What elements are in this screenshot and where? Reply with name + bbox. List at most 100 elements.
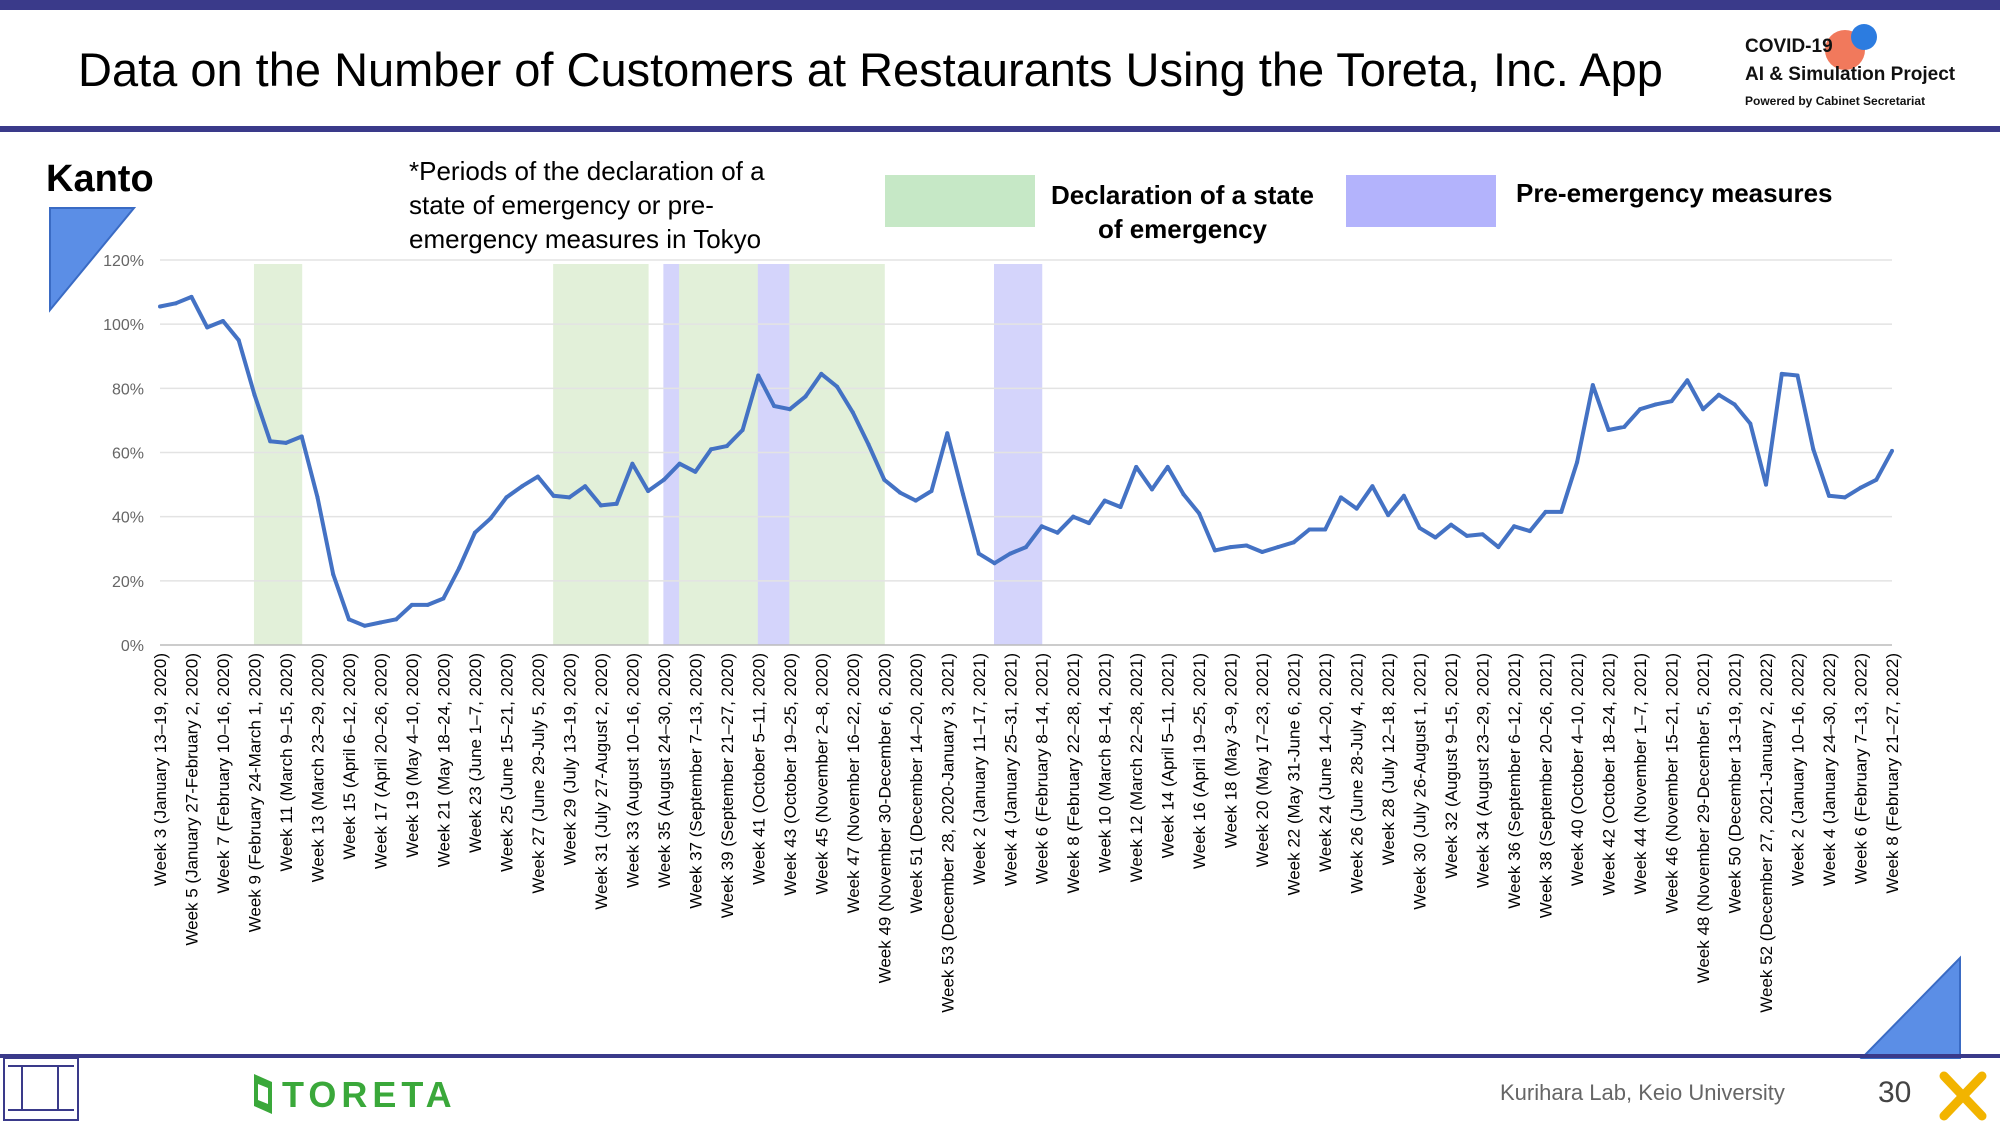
data-point — [1590, 383, 1595, 388]
data-point — [787, 407, 792, 412]
data-point — [1464, 533, 1469, 538]
x-tick-label: Week 42 (October 18–24, 2021) — [1600, 653, 1619, 896]
x-tick-label: Week 46 (November 15–21, 2021) — [1663, 653, 1682, 914]
data-point — [1370, 484, 1375, 489]
data-point — [1449, 522, 1454, 527]
x-tick-label: Week 23 (June 1–7, 2020) — [466, 653, 485, 853]
lab-credit: Kurihara Lab, Keio University — [1500, 1080, 1785, 1105]
data-point — [1118, 505, 1123, 510]
data-point — [677, 461, 682, 466]
data-point — [1496, 545, 1501, 550]
x-tick-label: Week 2 (January 10–16, 2022) — [1789, 653, 1808, 886]
data-point — [1795, 373, 1800, 378]
data-point — [1401, 493, 1406, 498]
y-tick-label: 100% — [103, 317, 144, 334]
x-tick-label: Week 6 (February 7–13, 2022) — [1852, 653, 1871, 884]
data-point — [1685, 378, 1690, 383]
y-tick-label: 40% — [112, 510, 144, 527]
x-tick-label: Week 52 (December 27, 2021-January 2, 20… — [1757, 653, 1776, 1013]
x-tick-label: Week 11 (March 9–15, 2020) — [277, 653, 296, 872]
x-tick-label: Week 49 (November 30-December 6, 2020) — [875, 653, 894, 983]
data-point — [1543, 509, 1548, 514]
x-tick-label: Week 14 (April 5–11, 2021) — [1159, 653, 1178, 858]
data-point — [1480, 532, 1485, 537]
data-point — [929, 489, 934, 493]
region-label: Kanto — [46, 158, 154, 200]
data-point — [1433, 535, 1438, 540]
data-point — [236, 338, 241, 343]
data-point — [220, 318, 225, 323]
data-point — [1701, 407, 1706, 412]
x-tick-label: Week 39 (September 21–27, 2020) — [718, 653, 737, 918]
data-point — [614, 501, 619, 506]
x-tick-label: Week 21 (May 18–24, 2020) — [434, 653, 453, 867]
x-tick-label: Week 29 (July 13–19, 2020) — [560, 653, 579, 865]
x-tick-label: Week 28 (July 12–18, 2021) — [1379, 653, 1398, 865]
data-point — [394, 617, 399, 622]
data-point — [1275, 545, 1280, 550]
data-point — [268, 439, 273, 444]
footer-divider — [0, 1054, 2000, 1058]
x-tick-label: Week 33 (August 10–16, 2020) — [623, 653, 642, 888]
data-point — [961, 492, 966, 497]
x-tick-label: Week 13 (March 23–29, 2020) — [308, 653, 327, 882]
data-point — [205, 325, 210, 330]
data-point — [803, 394, 808, 399]
x-tick-label: Week 8 (February 21–27, 2022) — [1883, 653, 1902, 894]
x-tick-label: Week 2 (January 11–17, 2021) — [970, 653, 989, 885]
data-point — [535, 474, 540, 479]
data-point — [598, 503, 603, 508]
data-point — [1354, 506, 1359, 511]
band-emergency-0 — [253, 264, 303, 645]
data-point — [1842, 495, 1847, 500]
band-emergency-5 — [789, 264, 885, 645]
band-emergency-1 — [553, 264, 649, 645]
x-tick-label: Week 17 (April 20–26, 2020) — [371, 653, 390, 869]
data-point — [709, 447, 714, 452]
x-tick-label: Week 7 (February 10–16, 2020) — [214, 653, 233, 894]
data-point — [1779, 371, 1784, 376]
x-tick-label: Week 32 (August 9–15, 2021) — [1442, 653, 1461, 879]
page-number: 30 — [1878, 1076, 1912, 1109]
y-tick-label: 60% — [112, 446, 144, 463]
data-point — [756, 373, 761, 378]
data-point — [1055, 530, 1060, 535]
data-point — [331, 572, 336, 577]
data-point — [441, 596, 446, 601]
data-point — [850, 410, 855, 415]
x-tick-label: Week 35 (August 24–30, 2020) — [655, 653, 674, 888]
data-point — [457, 566, 462, 570]
corner-decoration-top-left — [49, 207, 137, 313]
x-tick-label: Week 5 (January 27-February 2, 2020) — [182, 653, 201, 946]
data-point — [1732, 402, 1737, 407]
covid-ai-project-logo: COVID-19 AI & Simulation Project Powered… — [1745, 22, 1985, 117]
data-point — [1386, 513, 1391, 518]
band-pre-emergency-6 — [994, 264, 1043, 645]
x-tick-label: Week 9 (February 24-March 1, 2020) — [245, 653, 264, 932]
x-tick-label: Week 36 (September 6–12, 2021) — [1505, 653, 1524, 909]
data-point — [1512, 524, 1517, 529]
x-tick-label: Week 6 (February 8–14, 2021) — [1033, 653, 1052, 884]
data-point — [1606, 428, 1611, 433]
y-tick-label: 0% — [121, 638, 144, 655]
x-tick-label: Week 4 (January 25–31, 2021) — [1001, 653, 1020, 886]
data-point — [520, 484, 525, 489]
x-tick-label: Week 44 (November 1–7, 2021) — [1631, 653, 1650, 895]
band-pre-emergency-4 — [757, 264, 791, 645]
legend-label-pre-emergency: Pre-emergency measures — [1516, 178, 1833, 208]
data-point — [1827, 493, 1832, 498]
data-point — [661, 477, 666, 482]
band-emergency-3 — [679, 264, 759, 645]
data-point — [772, 403, 777, 408]
data-point — [1716, 392, 1721, 397]
toreta-brand: TORETA — [282, 1074, 457, 1115]
data-point — [630, 461, 635, 466]
x-tick-label: Week 48 (November 29-December 5, 2021) — [1694, 653, 1713, 983]
data-point — [1417, 525, 1422, 530]
data-point — [1874, 477, 1879, 482]
data-point — [1527, 529, 1532, 534]
x-tick-label: Week 10 (March 8–14, 2021) — [1096, 653, 1115, 873]
data-point — [472, 530, 477, 535]
data-point — [1071, 514, 1076, 519]
